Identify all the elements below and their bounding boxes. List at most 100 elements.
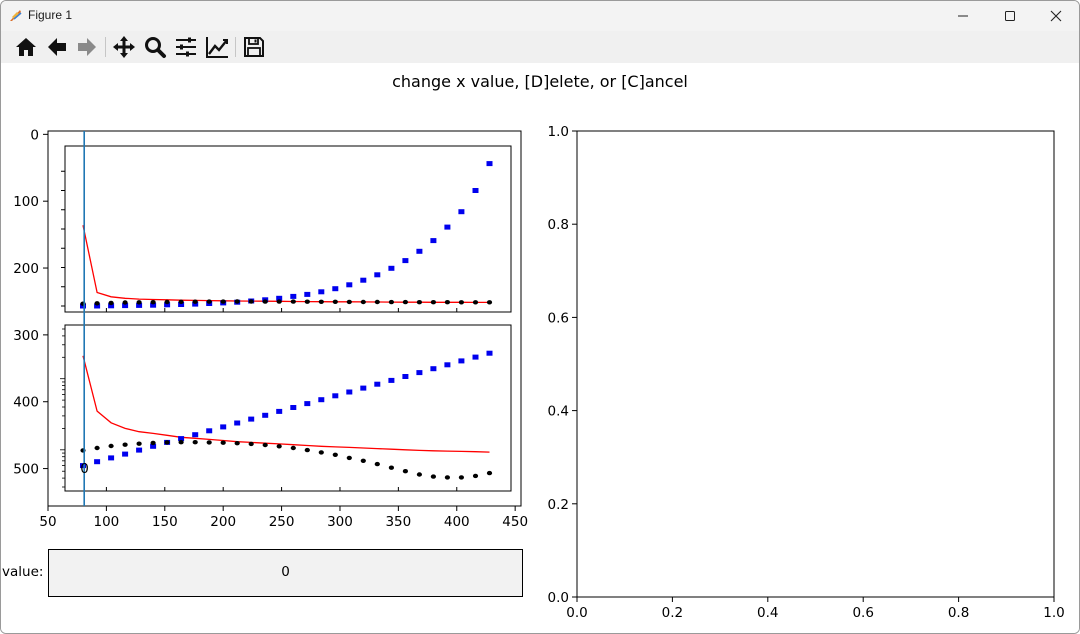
inset-bottom-axes[interactable] (60, 324, 512, 492)
main-x-tick-label: 300 (327, 514, 353, 530)
black-round-point (262, 442, 268, 448)
blue-square-point (458, 358, 465, 364)
blue-square-point (178, 302, 185, 307)
blue-square-point (374, 381, 381, 387)
black-round-point (388, 299, 394, 305)
black-round-point (360, 299, 366, 305)
blue-square-point (192, 301, 199, 307)
blue-square-point (416, 370, 423, 376)
blue-square-point (290, 405, 297, 410)
black-round-point (346, 299, 352, 305)
black-round-point (416, 472, 422, 477)
edit-axis-button[interactable] (203, 34, 231, 60)
black-round-point (444, 475, 450, 480)
blue-square-point (178, 436, 185, 442)
blue-square-point (234, 420, 241, 426)
black-round-point (276, 299, 282, 304)
main-y-tick-label: 0 (30, 127, 39, 143)
inset-top-data (80, 161, 493, 309)
black-round-point (444, 300, 450, 305)
right-y-tick-label: 0.4 (548, 404, 569, 420)
figure-suptitle: change x value, [D]elete, or [C]ancel (392, 72, 688, 91)
main-y-tick-label: 100 (13, 194, 39, 210)
app-feather-icon (10, 10, 22, 21)
right-x-ticks: 0.0 0.2 0.4 0.6 0.8 1.0 (566, 597, 1065, 621)
maximize-button[interactable] (987, 1, 1033, 31)
subplots-button[interactable] (172, 34, 200, 60)
blue-square-point (262, 412, 269, 418)
textbox-value[interactable]: 0 (281, 564, 290, 580)
zoom-button[interactable] (141, 34, 169, 60)
blue-square-point (360, 277, 367, 283)
black-round-point (262, 299, 268, 304)
toolbar-separator (235, 37, 236, 57)
main-y-tick-label: 200 (13, 261, 39, 277)
blue-square-point (472, 354, 479, 360)
black-round-point (206, 440, 212, 445)
black-round-point (374, 299, 380, 305)
toolbar-separator (105, 37, 106, 57)
blue-square-point (80, 463, 86, 469)
blue-square-point (402, 374, 409, 379)
right-x-tick-label: 1.0 (1043, 605, 1064, 621)
blue-square-point (122, 303, 129, 309)
black-round-point (290, 299, 296, 304)
black-round-point (304, 299, 310, 304)
black-round-point (402, 469, 408, 474)
blue-square-point (206, 428, 213, 434)
forward-button[interactable] (73, 34, 101, 60)
black-round-point (108, 443, 114, 449)
black-round-point (346, 455, 352, 461)
black-round-point (192, 440, 198, 445)
black-round-point (290, 445, 296, 451)
black-round-point (360, 458, 366, 463)
blue-square-point (276, 408, 283, 414)
black-round-point (458, 300, 464, 305)
main-y-tick-label: 400 (13, 395, 39, 411)
home-button[interactable] (12, 34, 40, 60)
plot-area[interactable]: 50 100 150 200 250 300 350 400 450 0 100 200 300 400… (1, 63, 1079, 633)
blue-square-point (150, 443, 157, 449)
value-textbox[interactable]: 0 (48, 549, 523, 597)
title-bar[interactable]: Figure 1 (1, 1, 1079, 31)
right-x-tick-label: 0.6 (852, 605, 873, 621)
black-round-point (234, 441, 240, 446)
blue-square-point (80, 303, 86, 309)
black-round-point (122, 442, 128, 447)
blue-square-point (472, 188, 479, 193)
right-y-tick-label: 0.0 (548, 590, 569, 606)
right-axes[interactable]: 0.0 0.2 0.4 0.6 0.8 1.0 0.0 0.2 0.4 0.6 0.8 1.0 (548, 124, 1065, 621)
black-round-point (458, 475, 464, 480)
blue-square-point (192, 432, 199, 438)
inset-top-ticks (61, 170, 458, 312)
back-button[interactable] (43, 34, 71, 60)
black-round-point (150, 300, 156, 305)
right-y-ticks: 0.0 0.2 0.4 0.6 0.8 1.0 (548, 124, 577, 606)
main-x-tick-label: 400 (444, 514, 470, 530)
minimize-button[interactable] (940, 1, 986, 31)
black-round-point (192, 299, 198, 304)
blue-square-point (458, 209, 465, 215)
figure-canvas[interactable]: change x value, [D]elete, or [C]ancel 50… (1, 63, 1079, 633)
black-round-point (206, 299, 212, 304)
right-axes-frame (576, 130, 1055, 598)
main-y-tick-label: 500 (13, 462, 39, 478)
blue-square-point (402, 258, 409, 264)
right-x-tick-label: 0.0 (566, 605, 587, 621)
main-x-tick-label: 150 (152, 514, 178, 530)
blue-square-point (122, 451, 129, 457)
save-button[interactable] (240, 34, 268, 60)
pan-button[interactable] (110, 34, 138, 60)
black-round-point (318, 450, 324, 455)
inset-top-axes[interactable] (61, 145, 512, 313)
blue-square-point (346, 389, 353, 395)
black-round-point (472, 300, 479, 305)
move-icon (113, 36, 135, 58)
close-button[interactable] (1033, 1, 1079, 31)
main-x-ticks: 50 100 150 200 250 300 350 400 450 (39, 506, 528, 530)
black-round-point (388, 465, 394, 470)
black-round-point (220, 440, 226, 445)
black-round-point (150, 440, 156, 446)
blue-square-point (346, 282, 353, 288)
